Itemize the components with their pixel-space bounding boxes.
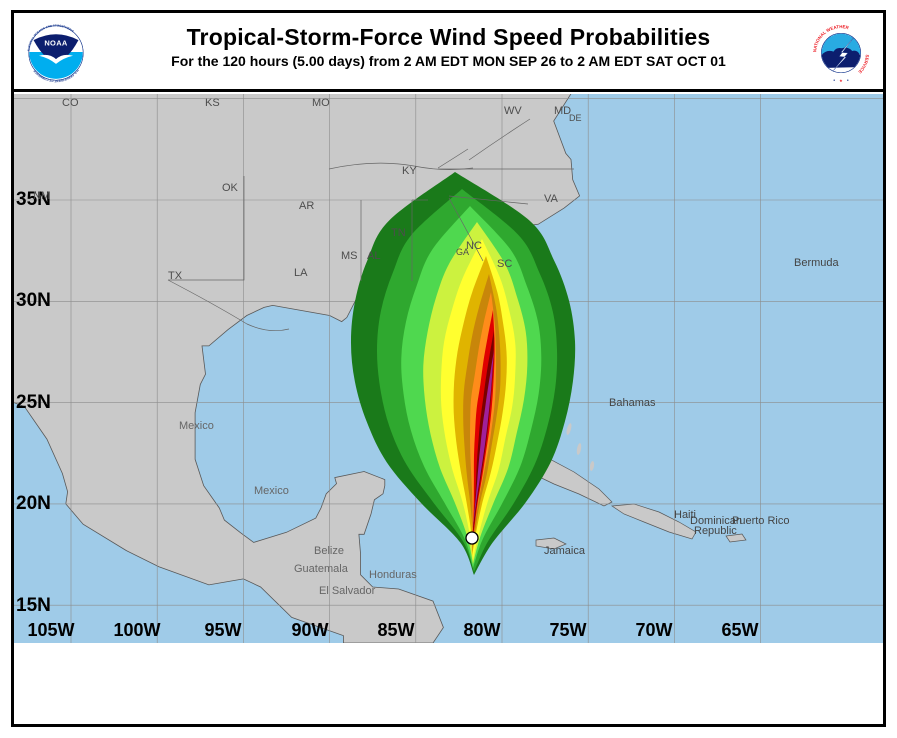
svg-text:Puerto Rico: Puerto Rico (732, 515, 789, 527)
svg-text:95W: 95W (204, 620, 241, 640)
svg-text:NM: NM (33, 190, 50, 202)
svg-text:MO: MO (312, 97, 330, 109)
svg-text:DE: DE (569, 113, 582, 123)
svg-text:NOAA: NOAA (44, 39, 68, 48)
svg-text:CO: CO (62, 97, 79, 109)
svg-text:100W: 100W (113, 620, 160, 640)
svg-text:Mexico: Mexico (179, 420, 214, 432)
svg-text:20N: 20N (16, 493, 51, 514)
svg-text:TN: TN (391, 227, 406, 239)
svg-text:OK: OK (222, 182, 239, 194)
svg-text:85W: 85W (377, 620, 414, 640)
svg-text:Mexico: Mexico (254, 485, 289, 497)
svg-text:90W: 90W (291, 620, 328, 640)
svg-text:Jamaica: Jamaica (544, 545, 586, 557)
svg-text:Guatemala: Guatemala (294, 563, 349, 575)
svg-text:15N: 15N (16, 595, 51, 616)
svg-text:Bahamas: Bahamas (609, 397, 656, 409)
svg-text:25N: 25N (16, 392, 51, 413)
svg-text:75W: 75W (549, 620, 586, 640)
svg-text:WV: WV (504, 105, 522, 117)
svg-text:70W: 70W (635, 620, 672, 640)
svg-text:SC: SC (497, 258, 512, 270)
svg-text:Belize: Belize (314, 545, 344, 557)
svg-text:30N: 30N (16, 290, 51, 311)
svg-text:105W: 105W (27, 620, 74, 640)
svg-text:VA: VA (544, 193, 559, 205)
svg-text:LA: LA (294, 267, 308, 279)
svg-text:KY: KY (402, 165, 417, 177)
svg-text:GA: GA (456, 247, 469, 257)
svg-text:MS: MS (341, 250, 358, 262)
svg-text:Honduras: Honduras (369, 569, 417, 581)
svg-text:80W: 80W (463, 620, 500, 640)
svg-text:★: ★ (839, 78, 843, 83)
svg-text:El Salvador: El Salvador (319, 585, 376, 597)
svg-text:AR: AR (299, 200, 314, 212)
svg-text:AL: AL (367, 250, 380, 262)
svg-text:TX: TX (168, 270, 183, 282)
svg-text:KS: KS (205, 97, 220, 109)
svg-text:Bermuda: Bermuda (794, 257, 840, 269)
svg-text:Republic: Republic (694, 525, 737, 537)
svg-text:65W: 65W (721, 620, 758, 640)
